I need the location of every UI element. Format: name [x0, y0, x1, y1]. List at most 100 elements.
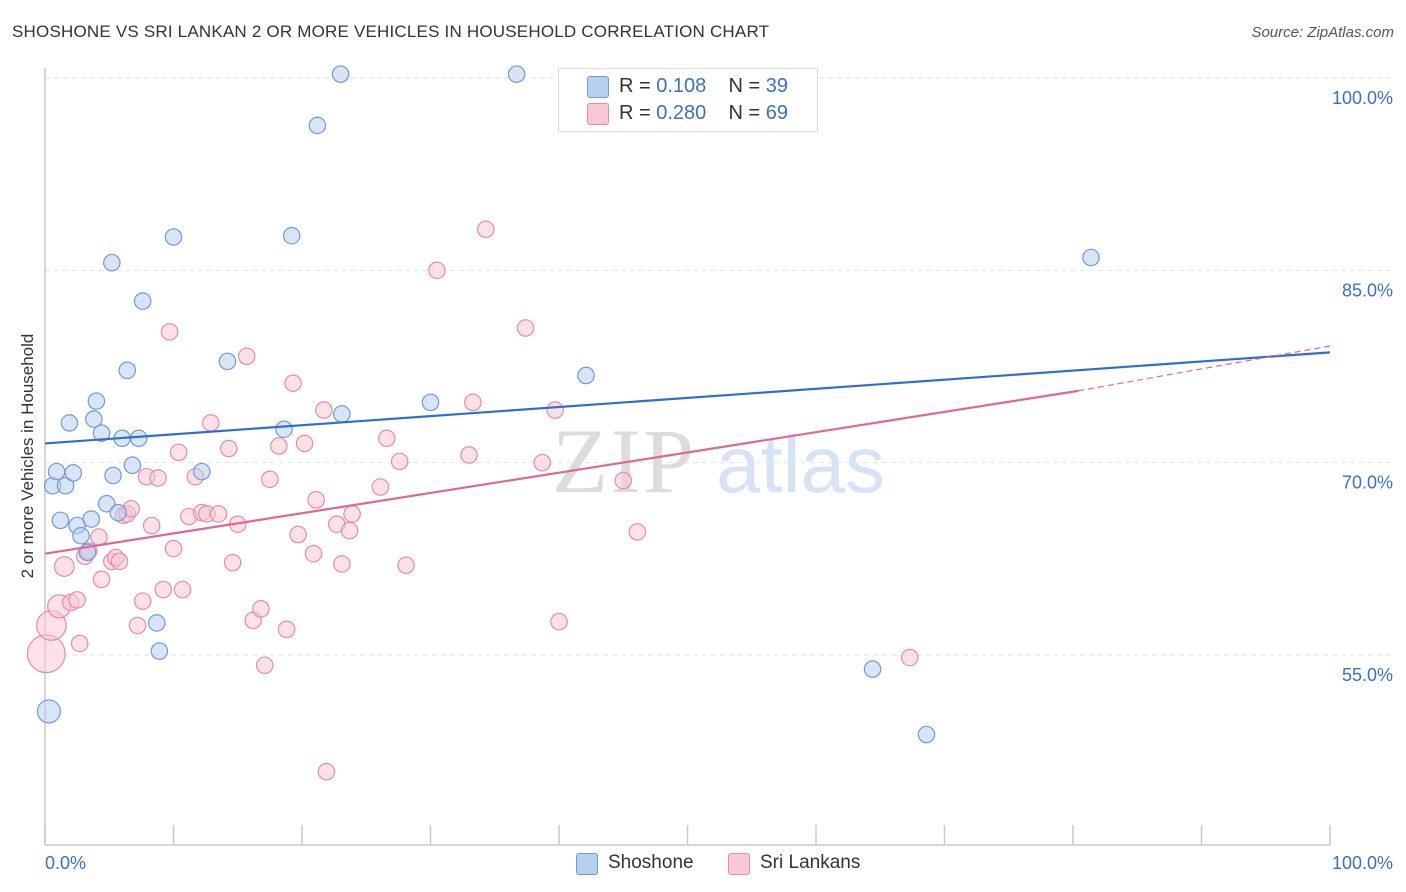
shoshone-point [1082, 248, 1100, 267]
chart-title: SHOSHONE VS SRI LANKAN 2 OR MORE VEHICLE… [12, 22, 770, 41]
shoshone-point [192, 462, 211, 481]
srilankan-point [219, 439, 238, 458]
y-tick-label: 70.0% [1342, 473, 1393, 493]
srilankan-point [428, 261, 446, 280]
shoshone-point [123, 456, 142, 475]
srilankan-point [533, 453, 552, 472]
srilankan-point [284, 374, 302, 392]
srilankan-point [516, 319, 535, 337]
srilankan-point [70, 634, 89, 653]
legend-n-label: N = [728, 75, 761, 97]
shoshone-point [282, 226, 301, 245]
srilankan-point [209, 505, 228, 523]
srilankan-point [92, 570, 111, 589]
shoshone-point [421, 393, 440, 412]
srilankan-point [154, 580, 173, 599]
legend-r-label: R = [619, 75, 651, 97]
srilankan-point [550, 612, 568, 631]
shoshone-point [130, 429, 148, 448]
srilankan-point [476, 220, 495, 239]
shoshone-point [60, 414, 79, 432]
shoshone-point [118, 361, 137, 380]
srilankan-point [315, 401, 333, 419]
srilankan-point [169, 443, 188, 462]
shoshone-point [72, 526, 90, 545]
srilankan-point [460, 446, 478, 464]
shoshone-point [47, 462, 66, 481]
srilankan-trend-line [44, 389, 1079, 555]
shoshone-point [150, 642, 169, 660]
srilankan-point [149, 469, 167, 487]
srilankan-swatch [728, 853, 750, 875]
source-label: Source: ZipAtlas.com [1251, 24, 1394, 41]
shoshone-point [85, 410, 103, 428]
shoshone-point [82, 510, 101, 528]
shoshone-point [104, 466, 122, 485]
srilankan-point [255, 656, 274, 675]
srilankan-point [333, 555, 351, 573]
srilankan-point [295, 434, 314, 453]
grid-lines [45, 77, 1394, 656]
srilankan-point [223, 553, 242, 572]
correlation-legend: R = 0.108 N = 39 R = 0.280 N = 69 [558, 68, 818, 132]
srilankan-point [277, 620, 296, 639]
legend-n-value: 39 [765, 75, 789, 97]
srilankan-point [378, 429, 396, 448]
srilankan-point [252, 600, 270, 618]
srilankan-point [901, 648, 919, 667]
srilankan-point [628, 523, 647, 541]
srilankan-point [289, 525, 307, 544]
srilankan-point [128, 616, 147, 635]
trend-lines [44, 345, 1331, 555]
shoshone-point [308, 116, 327, 135]
srilankan-point [343, 505, 361, 523]
srilankan-point [261, 470, 279, 489]
srilankan-point [397, 556, 415, 575]
shoshone-point [333, 405, 351, 423]
shoshone-point [103, 253, 121, 272]
shoshone-trend-line [44, 351, 1331, 445]
srilankan-point [110, 552, 129, 571]
watermark: ZIP atlas [552, 410, 885, 512]
watermark-atlas: atlas [716, 420, 885, 509]
x-tick-label: 0.0% [45, 853, 86, 873]
shoshone-swatch [587, 76, 609, 98]
tick-labels: 55.0% 70.0% 85.0% 100.0% 0.0% 100.0% [45, 88, 1393, 873]
srilankan-point [546, 401, 564, 419]
shoshone-point [863, 660, 882, 678]
shoshone-point [109, 503, 128, 522]
x-tick-label: 100.0% [1332, 853, 1393, 873]
y-tick-label: 55.0% [1342, 665, 1393, 685]
srilankan-swatch [587, 103, 609, 125]
shoshone-point [331, 65, 350, 83]
srilankan-point [614, 471, 633, 490]
srilankan-point [201, 414, 220, 432]
shoshone-swatch [576, 853, 598, 875]
shoshone-point [133, 292, 152, 310]
srilankan-point [317, 762, 336, 781]
legend-n-value: 69 [765, 102, 789, 124]
srilankan-point [390, 452, 409, 471]
shoshone-point [64, 464, 83, 482]
srilankan-point [68, 591, 86, 609]
y-tick-label: 100.0% [1332, 88, 1393, 108]
watermark-zip: ZIP [552, 410, 696, 512]
srilankan-point [160, 323, 179, 341]
srilankan-point [340, 521, 359, 540]
srilankan-point [142, 516, 161, 535]
bottom-legend-shoshone-label: Shoshone [608, 852, 694, 873]
srilankan-point [90, 528, 108, 546]
legend-n-label: N = [728, 102, 761, 124]
shoshone-point [56, 476, 75, 495]
bottom-legend-srilankans-label: Sri Lankans [760, 852, 861, 873]
shoshone-point [507, 65, 526, 83]
legend-r-value: 0.108 [656, 75, 707, 97]
srilankan-point [133, 592, 152, 610]
shoshone-point [218, 352, 237, 371]
shoshone-point [51, 511, 70, 530]
shoshone-point [36, 699, 61, 724]
shoshone-point [92, 424, 111, 442]
srilankan-point [173, 580, 192, 599]
srilankan-point [464, 393, 482, 412]
